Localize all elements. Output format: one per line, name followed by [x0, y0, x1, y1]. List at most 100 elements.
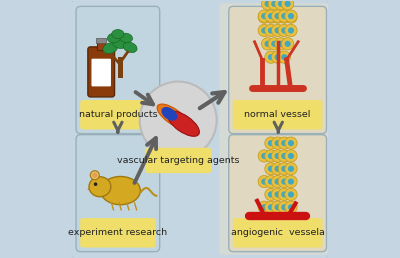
Circle shape — [261, 14, 267, 20]
Ellipse shape — [93, 58, 96, 71]
Circle shape — [272, 10, 284, 22]
FancyBboxPatch shape — [92, 59, 111, 86]
Circle shape — [268, 179, 274, 185]
Ellipse shape — [89, 177, 111, 197]
Circle shape — [281, 191, 287, 198]
FancyBboxPatch shape — [145, 148, 212, 173]
Circle shape — [261, 27, 267, 34]
Circle shape — [285, 163, 297, 175]
Circle shape — [140, 82, 217, 158]
Circle shape — [265, 175, 277, 188]
Ellipse shape — [90, 171, 99, 180]
Circle shape — [94, 182, 97, 186]
Circle shape — [268, 14, 274, 20]
Circle shape — [268, 38, 280, 50]
Circle shape — [281, 27, 287, 34]
FancyBboxPatch shape — [80, 100, 156, 130]
FancyBboxPatch shape — [229, 6, 326, 134]
Circle shape — [278, 24, 290, 37]
FancyBboxPatch shape — [233, 218, 322, 248]
Circle shape — [265, 188, 277, 200]
Ellipse shape — [157, 104, 189, 129]
Circle shape — [285, 188, 297, 200]
Circle shape — [274, 179, 281, 185]
Circle shape — [258, 10, 270, 22]
Circle shape — [261, 153, 267, 159]
Circle shape — [285, 24, 297, 37]
Circle shape — [268, 166, 274, 172]
Circle shape — [272, 24, 284, 37]
FancyBboxPatch shape — [88, 47, 114, 97]
Ellipse shape — [88, 188, 90, 190]
Circle shape — [278, 51, 290, 63]
Circle shape — [281, 14, 287, 20]
Circle shape — [265, 51, 277, 63]
Bar — [118, 57, 122, 78]
Ellipse shape — [168, 111, 199, 136]
Circle shape — [288, 179, 294, 185]
FancyBboxPatch shape — [233, 100, 322, 130]
Circle shape — [265, 10, 277, 22]
Circle shape — [271, 1, 277, 7]
Circle shape — [288, 153, 294, 159]
Circle shape — [258, 201, 270, 213]
Ellipse shape — [113, 38, 128, 49]
Circle shape — [281, 153, 287, 159]
Circle shape — [285, 175, 297, 188]
Text: natural products: natural products — [78, 110, 157, 119]
Circle shape — [285, 11, 297, 23]
Circle shape — [258, 175, 270, 188]
Circle shape — [288, 140, 294, 146]
Circle shape — [258, 24, 270, 37]
Text: vascular targeting agents: vascular targeting agents — [117, 156, 240, 165]
Circle shape — [288, 13, 294, 19]
Circle shape — [265, 150, 277, 162]
Circle shape — [275, 38, 287, 50]
Circle shape — [274, 13, 281, 19]
Circle shape — [262, 38, 274, 50]
Circle shape — [271, 41, 277, 47]
Circle shape — [285, 201, 297, 213]
Circle shape — [261, 179, 267, 185]
Circle shape — [261, 204, 267, 210]
Circle shape — [274, 140, 281, 146]
FancyBboxPatch shape — [219, 3, 328, 255]
Circle shape — [265, 163, 277, 175]
Circle shape — [265, 24, 277, 37]
FancyBboxPatch shape — [76, 6, 160, 134]
Circle shape — [274, 204, 281, 210]
Circle shape — [282, 0, 294, 10]
Circle shape — [265, 201, 277, 213]
Circle shape — [274, 191, 281, 198]
Circle shape — [278, 188, 290, 200]
Ellipse shape — [112, 30, 124, 38]
Circle shape — [288, 204, 294, 210]
Circle shape — [285, 150, 297, 162]
Circle shape — [268, 153, 274, 159]
Circle shape — [281, 179, 287, 185]
Circle shape — [268, 140, 274, 146]
Circle shape — [288, 166, 294, 172]
Circle shape — [258, 150, 270, 162]
Circle shape — [284, 41, 291, 47]
FancyBboxPatch shape — [229, 135, 326, 252]
Circle shape — [275, 0, 287, 10]
Circle shape — [268, 204, 274, 210]
Ellipse shape — [108, 33, 121, 43]
Circle shape — [278, 150, 290, 162]
Circle shape — [278, 1, 284, 7]
Circle shape — [261, 13, 267, 19]
Circle shape — [288, 27, 294, 34]
FancyBboxPatch shape — [74, 3, 219, 255]
Circle shape — [274, 14, 281, 20]
Circle shape — [285, 10, 297, 22]
Circle shape — [272, 175, 284, 188]
Circle shape — [268, 27, 274, 34]
Circle shape — [264, 1, 271, 7]
Circle shape — [262, 0, 274, 10]
Circle shape — [274, 27, 281, 34]
Circle shape — [281, 13, 287, 19]
Circle shape — [281, 166, 287, 172]
Circle shape — [285, 137, 297, 149]
Circle shape — [272, 188, 284, 200]
